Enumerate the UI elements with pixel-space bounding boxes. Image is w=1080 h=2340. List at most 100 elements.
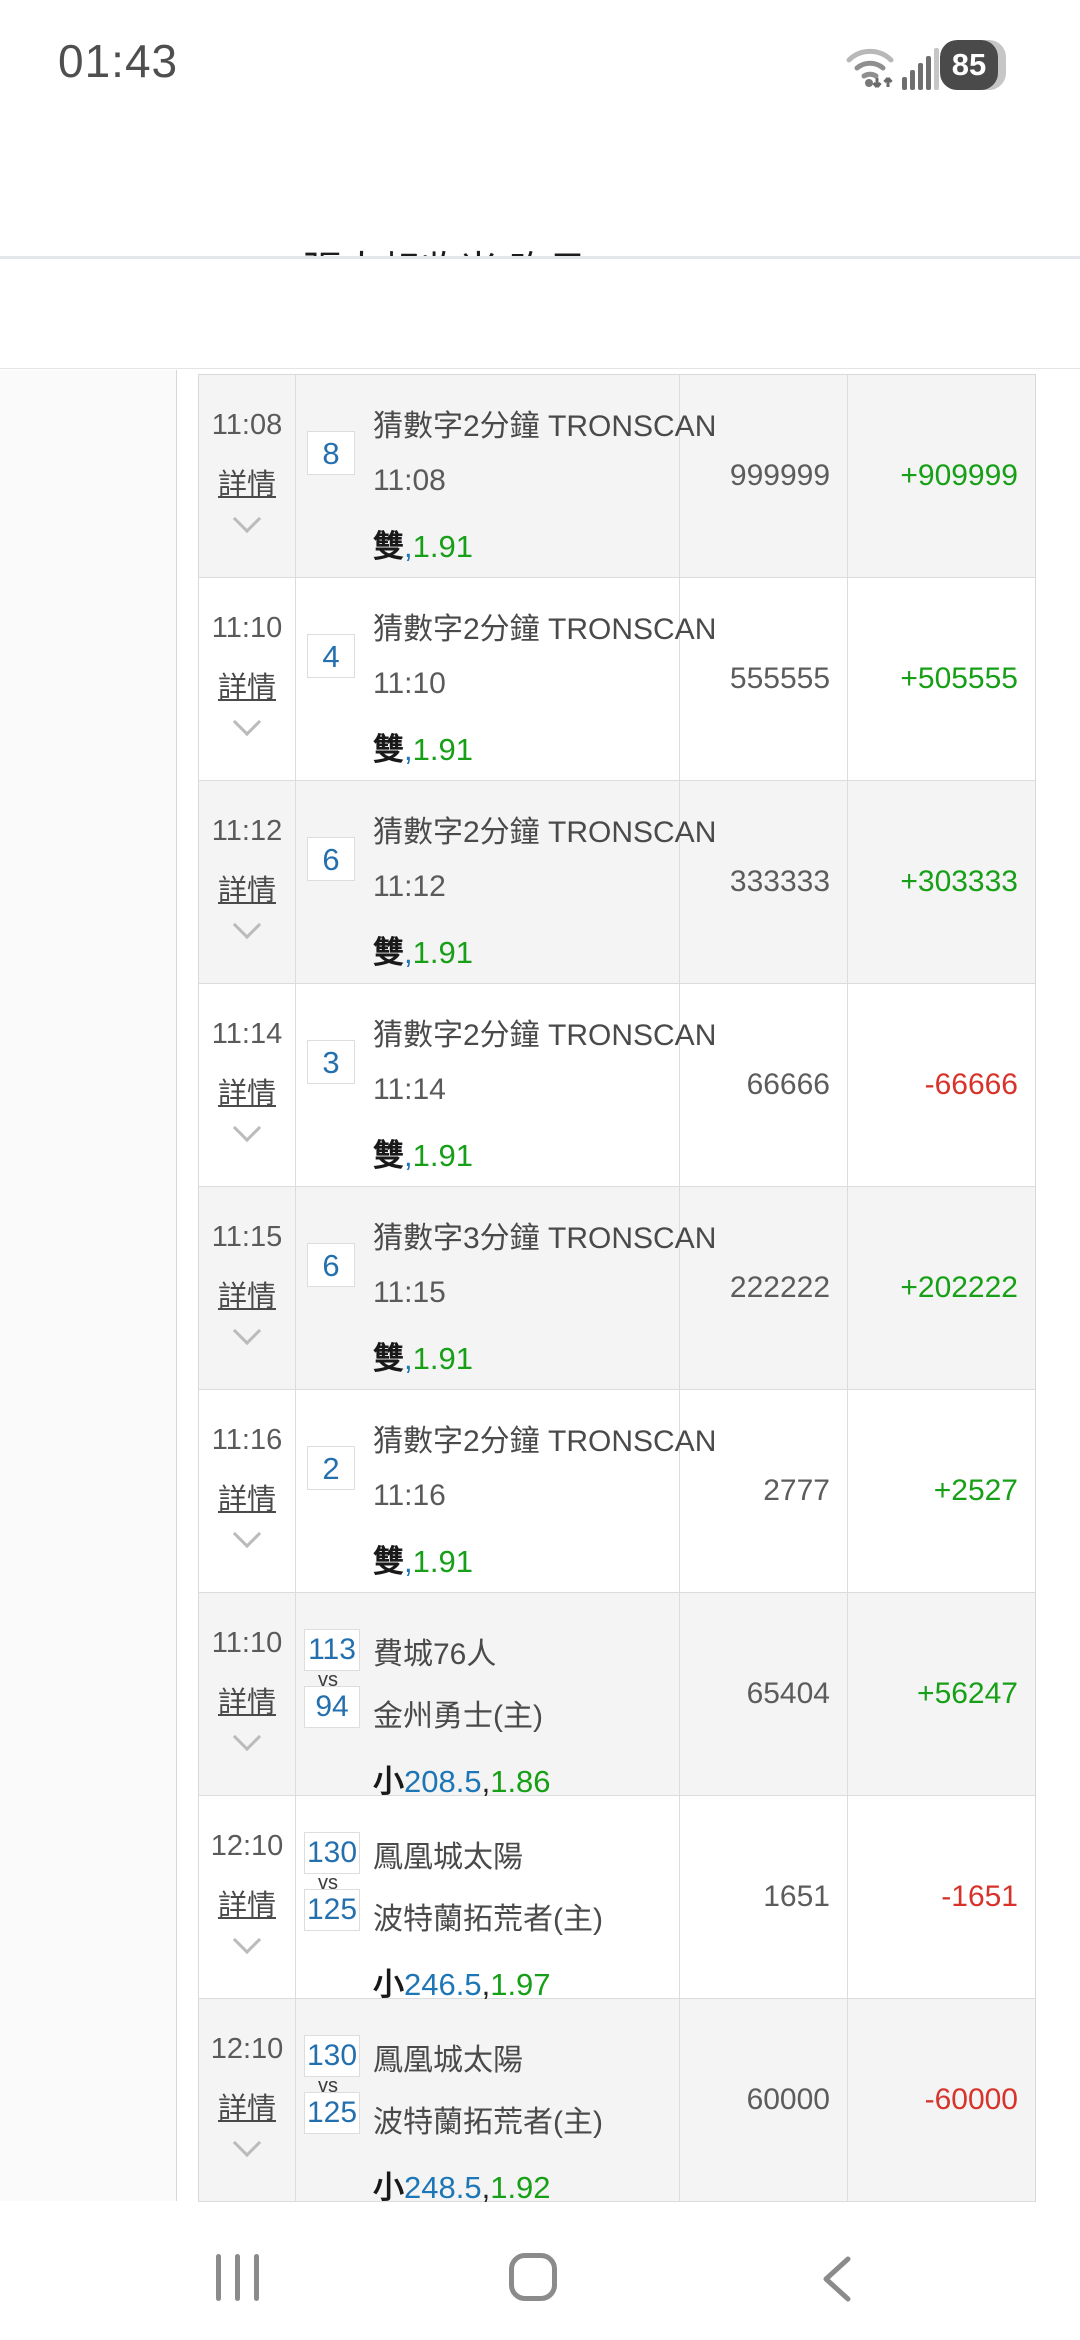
bet-amount: 999999 — [680, 375, 848, 577]
score-away: 130 — [304, 1832, 360, 1874]
vs-label: vs — [318, 1872, 338, 1894]
bet-amount: 2777 — [680, 1390, 848, 1592]
expand-chevron-icon[interactable] — [232, 1519, 262, 1549]
wifi-icon — [844, 40, 896, 97]
number-badge: 6 — [307, 837, 355, 881]
detail-link[interactable]: 詳情 — [217, 1281, 276, 1313]
row-main-cell: 113 vs 94 費城76人 金州勇士(主) 小208.5,1.86 — [296, 1593, 680, 1799]
detail-link[interactable]: 詳情 — [217, 875, 276, 907]
detail-link[interactable]: 詳情 — [217, 672, 276, 704]
home-button[interactable] — [509, 2253, 557, 2301]
bet-time: 12:10 — [210, 1830, 284, 1862]
row-time-cell: 11:08 詳情 — [199, 375, 296, 577]
bet-odds: 1.86 — [490, 1764, 551, 1799]
site-header: 玩運彩 訊息 — [0, 259, 1080, 627]
bet-result: +56247 — [917, 1677, 1018, 1710]
game-line-2: 11:12 — [373, 870, 446, 903]
bet-pick: 雙 — [373, 1341, 404, 1376]
detail-link[interactable]: 詳情 — [217, 1890, 276, 1922]
bet-result: +909999 — [900, 459, 1018, 492]
table-row: 12:10 詳情 130 vs 125 鳳凰城太陽 波特蘭拓荒者(主) 小248… — [199, 1999, 1035, 2204]
bet-separator: , — [481, 1967, 491, 2002]
bet-pick: 小 — [373, 1764, 404, 1799]
bet-time: 11:14 — [211, 1018, 283, 1050]
bet-odds: 1.97 — [490, 1967, 551, 2002]
row-time-cell: 11:12 詳情 — [199, 781, 296, 983]
bet-odds: 1.91 — [412, 1341, 473, 1376]
system-navbar — [0, 2204, 1080, 2340]
left-gutter — [0, 370, 176, 2201]
table-row: 11:12 詳情 6 vs 猜數字2分鐘 TRONSCAN 11:12 雙,1.… — [199, 781, 1035, 984]
bet-time: 11:10 — [211, 1627, 283, 1659]
expand-chevron-icon[interactable] — [232, 707, 262, 737]
bet-odds: 1.91 — [412, 529, 473, 564]
row-time-cell: 12:10 詳情 — [199, 1796, 296, 1998]
bet-pick: 雙 — [373, 529, 404, 564]
bet-history-table: 11:08 詳情 8 vs 猜數字2分鐘 TRONSCAN 11:08 雙,1.… — [198, 374, 1036, 2204]
bet-amount: 555555 — [680, 578, 848, 780]
toolbar-divider — [0, 256, 1080, 259]
bet-selection: 雙,1.91 — [373, 1536, 473, 1581]
number-badge: 8 — [307, 431, 355, 475]
table-row: 11:16 詳情 2 vs 猜數字2分鐘 TRONSCAN 11:16 雙,1.… — [199, 1390, 1035, 1593]
bet-pick: 雙 — [373, 935, 404, 970]
table-row: 12:10 詳情 130 vs 125 鳳凰城太陽 波特蘭拓荒者(主) 小246… — [199, 1796, 1035, 2002]
expand-chevron-icon[interactable] — [232, 504, 262, 534]
bet-pick: 小 — [373, 1967, 404, 2002]
detail-link[interactable]: 詳情 — [217, 469, 276, 501]
bet-time: 12:10 — [210, 2033, 284, 2065]
score-away: 130 — [304, 2035, 360, 2077]
bet-separator: , — [404, 529, 413, 564]
bet-pick: 雙 — [373, 732, 404, 767]
bet-separator: , — [404, 1138, 413, 1173]
game-line-2: 11:15 — [373, 1276, 446, 1309]
bet-amount: 65404 — [680, 1593, 848, 1795]
row-main-cell: 8 vs 猜數字2分鐘 TRONSCAN 11:08 雙,1.91 — [296, 375, 716, 577]
bet-time: 11:15 — [211, 1221, 283, 1253]
battery-icon: 85 — [940, 40, 1006, 90]
signal-strength-icon — [902, 46, 940, 90]
detail-link[interactable]: 詳情 — [217, 1078, 276, 1110]
expand-chevron-icon[interactable] — [232, 2128, 262, 2158]
bet-separator: , — [404, 1341, 413, 1376]
bet-result: +303333 — [900, 865, 1018, 898]
table-row: 11:15 詳情 6 vs 猜數字3分鐘 TRONSCAN 11:15 雙,1.… — [199, 1187, 1035, 1390]
game-line-1: 鳳凰城太陽 — [373, 2044, 523, 2077]
detail-link[interactable]: 詳情 — [217, 1687, 276, 1719]
row-main-cell: 2 vs 猜數字2分鐘 TRONSCAN 11:16 雙,1.91 — [296, 1390, 716, 1592]
bet-selection: 雙,1.91 — [373, 1130, 473, 1175]
expand-chevron-icon[interactable] — [232, 1925, 262, 1955]
game-line-1: 鳳凰城太陽 — [373, 1841, 523, 1874]
bet-pick: 小 — [373, 2170, 404, 2204]
game-line-2: 波特蘭拓荒者(主) — [373, 2106, 603, 2139]
expand-chevron-icon[interactable] — [232, 910, 262, 940]
bet-time: 11:12 — [211, 815, 283, 847]
left-gutter-border — [176, 370, 177, 2201]
expand-chevron-icon[interactable] — [232, 1722, 262, 1752]
bet-odds: 1.92 — [490, 2170, 551, 2204]
bet-amount: 222222 — [680, 1187, 848, 1389]
bet-result: +2527 — [933, 1474, 1018, 1507]
row-time-cell: 11:10 詳情 — [199, 1593, 296, 1795]
bet-amount: 60000 — [680, 1999, 848, 2201]
detail-link[interactable]: 詳情 — [217, 2093, 276, 2125]
score-away: 113 — [304, 1629, 360, 1671]
expand-chevron-icon[interactable] — [232, 1113, 262, 1143]
recents-button[interactable] — [216, 2254, 259, 2301]
table-row: 11:10 詳情 113 vs 94 費城76人 金州勇士(主) 小208.5,… — [199, 1593, 1035, 1799]
expand-chevron-icon[interactable] — [232, 1316, 262, 1346]
row-time-cell: 11:16 詳情 — [199, 1390, 296, 1592]
bet-selection: 小246.5,1.97 — [373, 1959, 551, 2004]
row-main-cell: 130 vs 125 鳳凰城太陽 波特蘭拓荒者(主) 小248.5,1.92 — [296, 1999, 680, 2204]
table-row: 11:08 詳情 8 vs 猜數字2分鐘 TRONSCAN 11:08 雙,1.… — [199, 375, 1035, 578]
bet-result: -60000 — [924, 2083, 1018, 2116]
number-badge: 4 — [307, 634, 355, 678]
bet-pick: 雙 — [373, 1544, 404, 1579]
detail-link[interactable]: 詳情 — [217, 1484, 276, 1516]
game-line-1: 猜數字2分鐘 TRONSCAN — [373, 613, 717, 646]
bet-selection: 雙,1.91 — [373, 1333, 473, 1378]
back-button[interactable] — [820, 2255, 852, 2308]
bet-amount: 66666 — [680, 984, 848, 1186]
status-clock: 01:43 — [58, 35, 179, 87]
bet-selection: 小208.5,1.86 — [373, 1756, 551, 1801]
